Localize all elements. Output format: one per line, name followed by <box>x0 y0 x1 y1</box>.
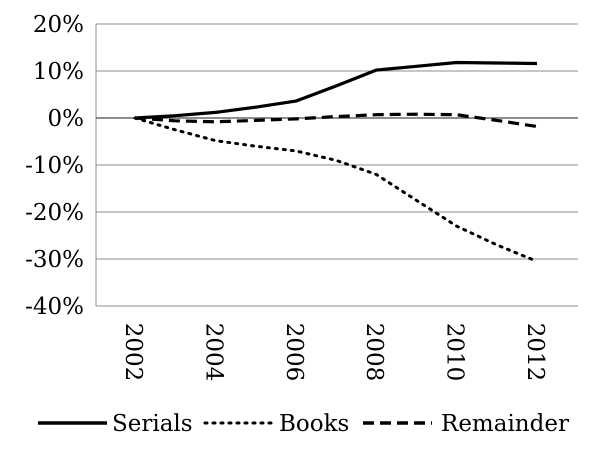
series-line-books <box>133 116 539 263</box>
legend-label-books: Books <box>279 411 349 437</box>
legend: Serials Books Remainder <box>38 411 569 437</box>
x-axis-tick-labels: 2002 2004 2006 2008 2010 2012 <box>120 323 548 382</box>
x-tick-label: 2010 <box>442 323 468 382</box>
y-tick-label: -40% <box>25 294 84 320</box>
y-tick-label: 10% <box>33 59 84 85</box>
axes <box>95 24 578 306</box>
x-tick-label: 2008 <box>361 323 387 382</box>
y-tick-label: -30% <box>25 247 84 273</box>
y-tick-label: 20% <box>33 12 84 38</box>
series-line-remainder <box>134 112 538 129</box>
x-tick-label: 2004 <box>200 323 226 382</box>
gridlines <box>96 23 578 307</box>
x-tick-label: 2002 <box>120 323 146 382</box>
y-tick-label: -20% <box>25 200 84 226</box>
legend-label-remainder: Remainder <box>441 411 569 437</box>
x-tick-label: 2012 <box>522 323 548 382</box>
series-line-serials <box>134 60 538 120</box>
x-tick-label: 2006 <box>281 323 307 382</box>
y-tick-label: 0% <box>48 106 85 132</box>
legend-label-serials: Serials <box>112 411 193 437</box>
y-axis-tick-labels: 20% 10% 0% -10% -20% -30% -40% <box>25 12 84 320</box>
series-lines <box>133 60 539 263</box>
y-tick-label: -10% <box>25 153 84 179</box>
